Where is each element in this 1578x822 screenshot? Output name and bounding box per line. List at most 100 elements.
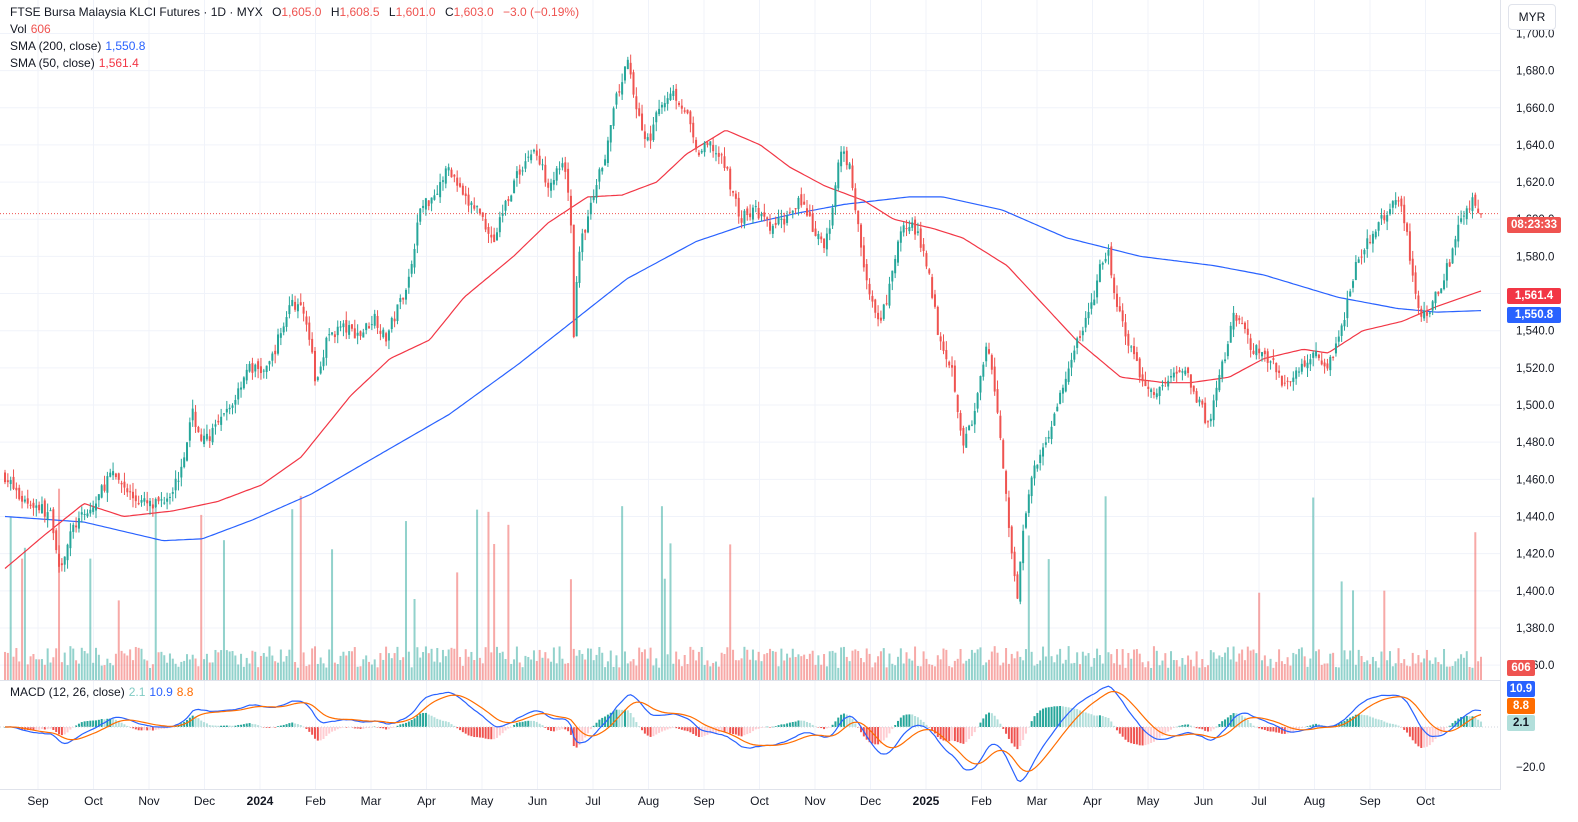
candle-body (299, 302, 302, 306)
volume-bar (916, 665, 919, 680)
macd-hist-bar (370, 727, 373, 728)
sma200-line (4, 196, 1482, 542)
macd-hist-bar (1269, 727, 1272, 732)
volume-bar (976, 649, 979, 680)
volume-bar (1053, 662, 1056, 680)
candle-body (945, 350, 948, 360)
candle-body (860, 224, 863, 248)
time-tick: Nov (804, 794, 825, 808)
macd-hist-bar (100, 719, 103, 727)
candle-body (271, 353, 274, 361)
volume-bar (316, 663, 319, 680)
legend-sma50[interactable]: SMA (50, close) 1,561.4 (10, 55, 139, 72)
volume-bar (473, 660, 476, 680)
price-axis[interactable]: 1,700.01,680.01,660.01,640.01,620.01,600… (1516, 28, 1554, 672)
macd-hist-bar (1147, 727, 1150, 745)
macd-hist-bar (436, 718, 439, 727)
volume-bar (237, 664, 240, 680)
macd-hist-bar (1056, 706, 1059, 727)
macd-hist-bar (478, 727, 481, 738)
legend-sma200[interactable]: SMA (200, close) 1,550.8 (10, 38, 145, 55)
candle-body (424, 198, 427, 210)
legend-macd[interactable]: MACD (12, 26, close) 2.1 10.9 8.8 (10, 684, 193, 701)
macd-hist-bar (643, 727, 646, 734)
macd-hist-bar (251, 723, 254, 727)
volume-bar (345, 655, 348, 680)
volume-bar (137, 647, 140, 680)
candle-body (555, 168, 558, 181)
candle-body (1158, 386, 1161, 396)
volume-bar (160, 651, 163, 680)
macd-hist-bar (541, 725, 544, 727)
candle-body (1428, 312, 1431, 314)
time-axis[interactable]: Sep Oct Nov Dec 2024 Feb Mar Apr May Jun Jul Aug Sep… (27, 794, 1435, 808)
macd-hist-bar (140, 727, 143, 731)
volume-bar (9, 517, 12, 680)
low-value: 1,601.0 (395, 5, 436, 19)
macd-hist-bar (1184, 724, 1187, 727)
candle-body (1400, 198, 1403, 207)
volume-bar (740, 658, 743, 680)
volume-bar (66, 665, 69, 680)
macd-hist-bar (697, 727, 700, 738)
signal-line (5, 690, 1482, 772)
candle-body (643, 131, 646, 139)
volume-bar (112, 665, 115, 680)
macd-hist-bar (131, 727, 134, 729)
symbol-title[interactable]: FTSE Bursa Malaysia KLCI Futures · 1D · … (10, 5, 263, 19)
candle-body (1144, 380, 1147, 387)
macd-hist-bar (567, 727, 570, 732)
candle-body (777, 217, 780, 225)
candle-body (146, 500, 149, 504)
candle-body (578, 251, 581, 283)
volume-bar (729, 544, 732, 680)
volume-bar (999, 665, 1002, 680)
candle-body (160, 499, 163, 501)
candle-body (1042, 447, 1045, 457)
macd-hist-bar (1454, 720, 1457, 727)
candle-body (126, 488, 129, 493)
candle-body (1044, 442, 1047, 445)
macd-hist-bar (655, 727, 658, 735)
macd-hist-bar (35, 727, 38, 730)
candle-body (23, 499, 26, 502)
volume-bar (191, 654, 194, 680)
macd-hist-bar (393, 727, 396, 728)
macd-hist-bar (1033, 716, 1036, 727)
volume-bar (692, 649, 695, 680)
candle-body (655, 112, 658, 123)
macd-hist-bar (396, 725, 399, 727)
candle-body (279, 333, 282, 338)
macd-hist-bar (399, 724, 402, 727)
legend-volume[interactable]: Vol 606 (10, 21, 51, 38)
macd-hist-bar (1061, 706, 1064, 727)
macd-hist-bar (1366, 715, 1369, 727)
macd-hist-bar (1423, 727, 1426, 748)
macd-hist-bar (450, 724, 453, 727)
macd-hist-bar (564, 727, 567, 730)
volume-bar (1218, 655, 1221, 680)
candle-body (422, 205, 425, 208)
candle-body (626, 59, 629, 70)
volume-bar (163, 655, 166, 680)
candle-body (21, 495, 24, 502)
candle-body (965, 433, 968, 448)
candle-body (521, 170, 524, 172)
currency-button[interactable]: MYR (1508, 4, 1556, 30)
macd-hist-bar (882, 727, 885, 741)
volume-bar (95, 647, 98, 680)
volume-bar (15, 648, 18, 680)
price-tick: 1,660.0 (1516, 103, 1554, 115)
macd-hist-bar (89, 720, 92, 727)
volume-bar (524, 655, 527, 680)
macd-hist-bar (683, 727, 686, 731)
macd-hist-bar (1079, 710, 1082, 727)
volume-bar (447, 649, 450, 680)
macd-hist-bar (433, 717, 436, 727)
candle-body (240, 387, 243, 390)
macd-hist-bar (1460, 716, 1463, 727)
candle-body (507, 199, 510, 202)
candle-body (313, 350, 316, 382)
volume-bar (359, 666, 362, 680)
